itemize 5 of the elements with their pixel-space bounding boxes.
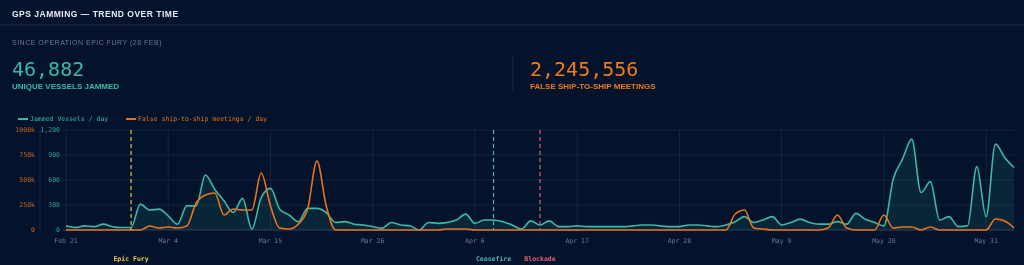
text: GPS JAMMING — TREND OVER TIME bbox=[12, 9, 179, 19]
text: FALSE SHIP-TO-SHIP MEETINGS bbox=[530, 82, 657, 91]
text: UNIQUE VESSELS JAMMED bbox=[12, 82, 120, 91]
text: 46,882 bbox=[12, 57, 85, 81]
text: 2,245,556 bbox=[530, 57, 639, 81]
